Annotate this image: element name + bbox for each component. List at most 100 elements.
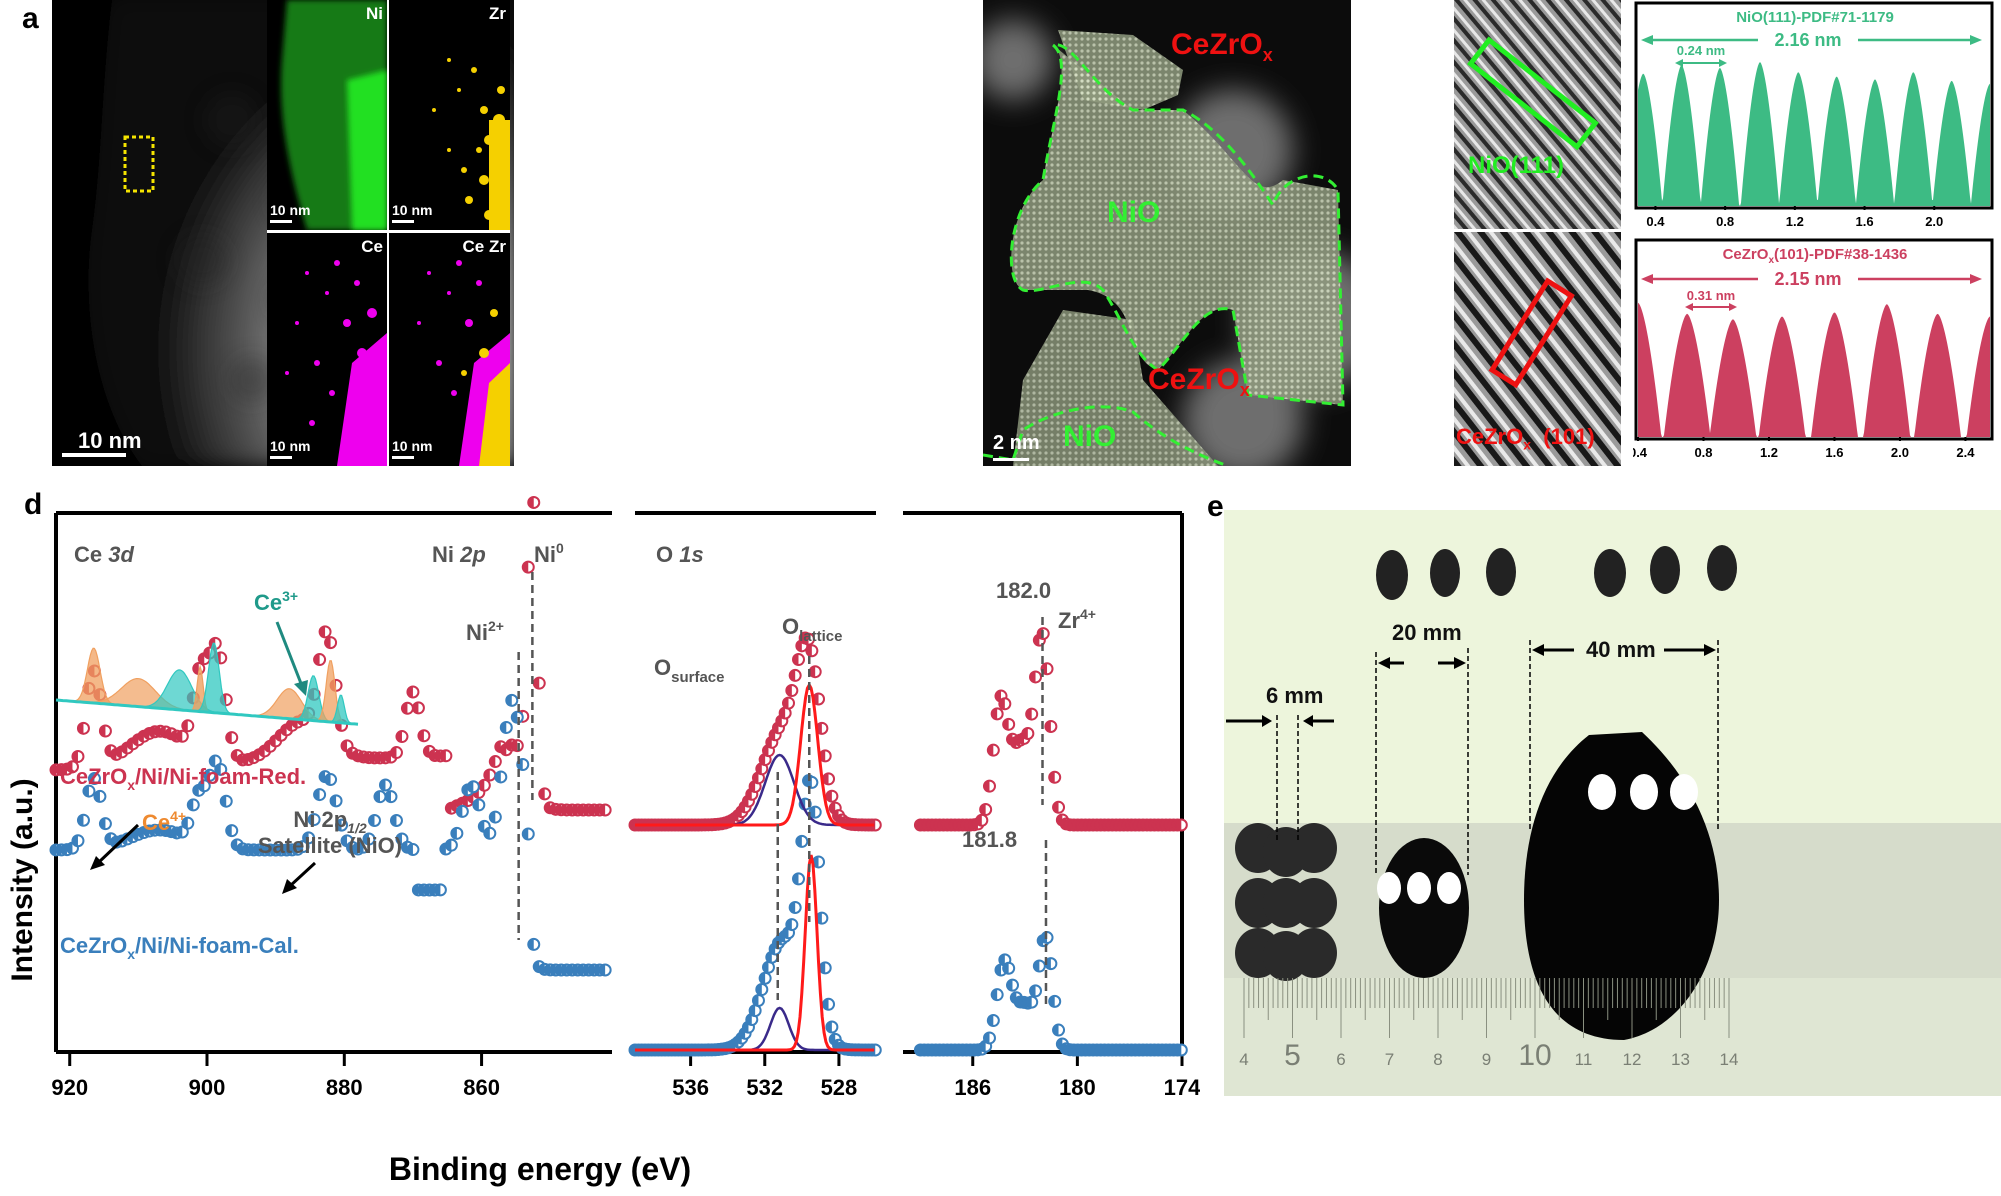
zr-map [432, 58, 510, 230]
label-series-blue: CeZrOx/Ni/Ni-foam-Cal. [60, 933, 299, 962]
scale-bar-ce [270, 456, 292, 459]
label-o-1s: O 1s [656, 542, 704, 567]
panel-label-e: e [1207, 490, 1224, 523]
svg-text:7: 7 [1385, 1050, 1394, 1069]
label-o-lattice: Olattice [782, 614, 842, 645]
eds-map-ce-zr: Ce Zr 10 nm [389, 233, 510, 466]
line-profiles: NiO(111)-PDF#71-1179 2.16 nm 0.24 nm 0.4… [1629, 0, 2001, 466]
dim-6mm: 6 mm [1266, 683, 1323, 708]
label-182-0: 182.0 [996, 578, 1051, 603]
ce-zr-map [417, 260, 510, 466]
label-cezrox-top: CeZrOx [1171, 28, 1273, 65]
svg-text:1.6: 1.6 [1825, 445, 1843, 460]
svg-text:10: 10 [1518, 1039, 1551, 1072]
xps-chart: 920 900 880 860 536 532 528 186 180 174 Intensity… [0, 480, 1201, 1191]
scale-label-a: 10 nm [78, 428, 142, 453]
label-sat-line2: Satellite (NiO) [258, 833, 402, 858]
nio-profile-title: NiO(111)-PDF#71-1179 [1736, 9, 1894, 26]
hrtem-image: CeZrOx NiO CeZrOx NiO 2 nm [983, 0, 1351, 466]
scale-bar-c [993, 458, 1029, 461]
line-profile-charts: NiO(111)-PDF#71-1179 2.16 nm 0.24 nm 0.4… [1629, 1, 1994, 460]
eds-map-grid: Ni 10 nm Zr 10 nm Ce [267, 0, 510, 466]
scale-label-c: 2 nm [993, 432, 1040, 454]
svg-text:860: 860 [463, 1075, 500, 1100]
svg-text:14: 14 [1720, 1050, 1739, 1069]
cezrox-fringes [1454, 232, 1621, 466]
cezrox-x-axis: 0.4 0.8 1.2 1.6 2.0 2.4 [1629, 437, 1975, 460]
scale-label-ni: 10 nm [270, 202, 311, 218]
label-ni2: Ni2+ [466, 618, 504, 645]
label-nio-111: NiO(111) [1468, 152, 1565, 179]
svg-text:174: 174 [1164, 1075, 1200, 1100]
svg-text:880: 880 [326, 1075, 363, 1100]
element-label-ni: Ni [366, 4, 383, 23]
eds-map-ni: Ni 10 nm [267, 0, 387, 230]
dim-40mm: 40 mm [1586, 637, 1656, 662]
label-ni0: Ni0 [534, 540, 564, 567]
scale-label-ce-zr: 10 nm [392, 438, 433, 454]
scale-label-ce: 10 nm [270, 438, 311, 454]
scale-bar-a [62, 453, 126, 457]
nio-profile-area [1638, 62, 1990, 206]
ce-map [285, 260, 387, 466]
svg-text:4: 4 [1239, 1050, 1248, 1069]
svg-text:2.0: 2.0 [1925, 214, 1943, 229]
cezrox-total-length: 2.15 nm [1774, 269, 1841, 289]
eds-map-zr: Zr 10 nm [389, 0, 510, 230]
svg-text:528: 528 [821, 1075, 858, 1100]
nio-spacing: 0.24 nm [1677, 43, 1725, 58]
nio-x-axis: 0.4 0.8 1.2 1.6 2.0 [1646, 206, 1943, 229]
svg-text:1.6: 1.6 [1855, 214, 1873, 229]
ruler-ticks: 4 5 6 7 8 9 10 11 12 13 14 [1239, 978, 1738, 1072]
label-nio-bottom: NiO [1063, 420, 1117, 453]
label-cezrox-mid: CeZrOx [1148, 363, 1250, 400]
cezrox-spacing: 0.31 nm [1687, 288, 1735, 303]
svg-text:532: 532 [746, 1075, 783, 1100]
svg-text:6: 6 [1336, 1050, 1345, 1069]
svg-text:180: 180 [1059, 1075, 1096, 1100]
svg-text:8: 8 [1433, 1050, 1442, 1069]
hrtem-micrograph [983, 0, 1351, 466]
cezrox-profile-title: CeZrOx(101)-PDF#38-1436 [1723, 246, 1908, 266]
label-ce4: Ce4+ [142, 808, 186, 835]
scale-bar-zr [392, 220, 414, 223]
scale-label-zr: 10 nm [392, 202, 433, 218]
ni-map [281, 0, 387, 230]
cezrox-profile-area [1638, 302, 1990, 437]
xps-spectra: 920 900 880 860 536 532 528 186 180 174 Intensity… [6, 495, 1201, 1187]
svg-text:9: 9 [1482, 1050, 1491, 1069]
element-label-ce-zr: Ce Zr [462, 237, 506, 256]
svg-text:900: 900 [189, 1075, 226, 1100]
electrode-photo: 6 mm 20 mm 40 mm 4 5 6 7 8 9 10 11 12 13 14 [1224, 510, 2001, 1096]
label-sat-line1: Ni 2p1/2 [293, 807, 366, 836]
label-nio-main: NiO [1107, 196, 1161, 229]
svg-text:5: 5 [1284, 1039, 1301, 1072]
xps-x-ticks: 920 900 880 860 536 532 528 186 180 174 [51, 1052, 1201, 1100]
label-181-8: 181.8 [962, 827, 1017, 852]
eds-map-ce: Ce 10 nm [267, 233, 387, 466]
svg-text:0.4: 0.4 [1646, 214, 1665, 229]
scale-bar-ni [270, 220, 292, 223]
x-axis-label: Binding energy (eV) [389, 1151, 691, 1187]
nio-fringes [1454, 0, 1621, 229]
electrode-photo-svg: 6 mm 20 mm 40 mm 4 5 6 7 8 9 10 11 12 13 14 [1224, 545, 2001, 1096]
y-axis-label: Intensity (a.u.) [6, 778, 39, 981]
label-ce3: Ce3+ [254, 588, 298, 615]
svg-text:0.4: 0.4 [1633, 445, 1648, 460]
label-zr4: Zr4+ [1058, 606, 1096, 633]
label-o-surface: Osurface [654, 655, 725, 686]
svg-text:1.2: 1.2 [1760, 445, 1778, 460]
svg-text:186: 186 [954, 1075, 991, 1100]
selection-box [123, 135, 155, 193]
scale-bar-ce-zr [392, 456, 414, 459]
svg-text:13: 13 [1671, 1050, 1690, 1069]
element-label-zr: Zr [489, 4, 506, 23]
svg-text:0.8: 0.8 [1716, 214, 1734, 229]
svg-text:2.0: 2.0 [1891, 445, 1909, 460]
label-ni-2p: Ni 2p [432, 542, 486, 567]
xps-curves [49, 495, 1188, 1057]
fft-image-nio: NiO(111) [1454, 0, 1621, 229]
label-series-red: CeZrOx/Ni/Ni-foam-Red. [60, 764, 306, 793]
svg-text:2.4: 2.4 [1956, 445, 1975, 460]
panel-label-a: a [22, 2, 39, 35]
